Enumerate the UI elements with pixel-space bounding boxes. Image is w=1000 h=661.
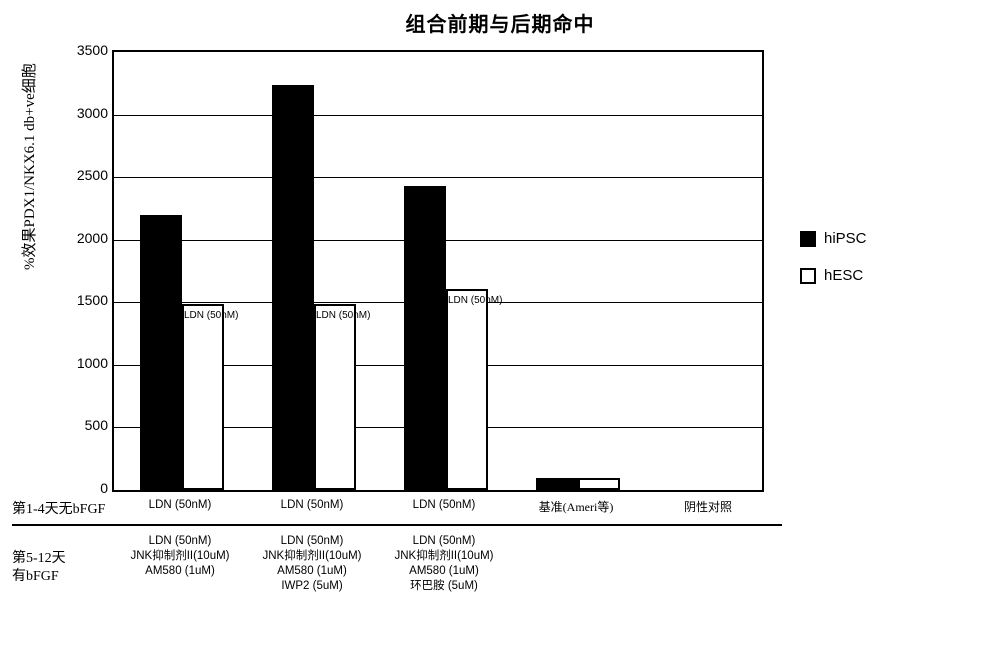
legend-item-hipsc: hiPSC [800,230,867,247]
x-row2-cond: LDN (50nM)JNK抑制剂II(10uM)AM580 (1uM)IWP2 … [240,534,384,594]
legend: hiPSC hESC [800,230,867,304]
y-tick-label: 0 [28,480,108,496]
bar-inner-label: LDN (50nM) [316,310,354,321]
x-row1-cond: LDN (50nM) [382,498,506,513]
legend-swatch-icon [800,268,816,284]
legend-label: hiPSC [824,230,867,247]
row2-title: 第5-12天 有bFGF [12,550,66,586]
x-row2-cond: LDN (50nM)JNK抑制剂II(10uM)AM580 (1uM) [108,534,252,579]
y-tick-label: 1000 [28,355,108,371]
x-row1-cond: LDN (50nM) [250,498,374,513]
y-tick-label: 500 [28,417,108,433]
y-tick-label: 3500 [28,42,108,58]
y-tick-label: 2000 [28,230,108,246]
bar-inner-label: LDN (50nM) [448,295,486,306]
gridline [114,177,762,178]
x-row2-cond: LDN (50nM)JNK抑制剂II(10uM)AM580 (1uM)环巴胺 (… [372,534,516,594]
bar-hesc: LDN (50nM) [314,304,356,490]
row2-title-line2: 有bFGF [12,569,59,584]
row2-title-line1: 第5-12天 [12,551,66,566]
y-tick-label: 1500 [28,292,108,308]
plot-area: LDN (50nM) LDN (50nM) LDN (50nM) [112,50,764,492]
bar-hesc: LDN (50nM) [446,289,488,490]
bar-hesc [578,478,620,491]
x-category-label: 阴性对照 [646,498,770,515]
bar-hipsc [536,478,578,491]
row1-title: 第1-4天无bFGF [12,498,105,518]
x-row1-cond: LDN (50nM) [118,498,242,513]
bar-hipsc [140,215,182,490]
gridline [114,115,762,116]
bar-hesc: LDN (50nM) [182,304,224,490]
legend-swatch-icon [800,231,816,247]
bar-hipsc [404,186,446,490]
chart-title: 组合前期与后期命中 [0,8,1000,37]
x-category-label: 基准(Ameri等) [514,498,638,515]
y-tick-label: 2500 [28,167,108,183]
bar-inner-label: LDN (50nM) [184,310,222,321]
bar-hipsc [272,85,314,490]
legend-label: hESC [824,267,863,284]
legend-item-hesc: hESC [800,267,867,284]
row-divider [12,524,782,526]
y-tick-label: 3000 [28,105,108,121]
